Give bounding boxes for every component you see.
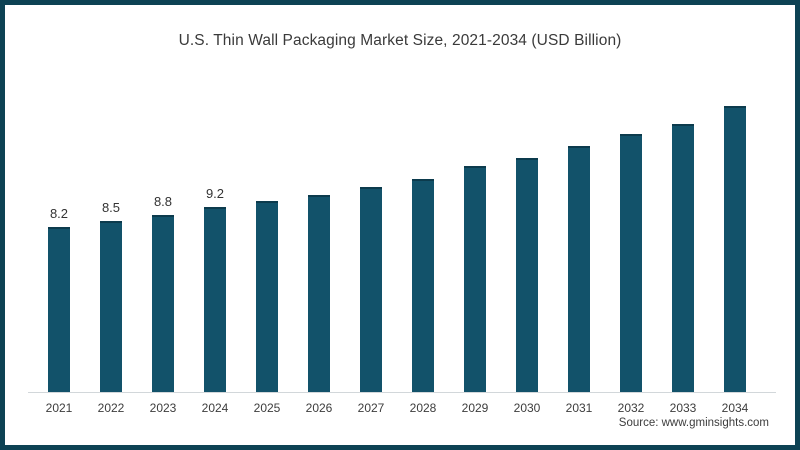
bar-cap (48, 226, 70, 229)
bar-2021 (48, 226, 70, 392)
x-axis-label-2031: 2031 (565, 401, 593, 415)
bar-cap (204, 206, 226, 209)
bar-2029 (464, 166, 486, 392)
bar-cap (308, 194, 330, 197)
bar-2025 (256, 200, 278, 392)
bar-value-label-2021: 8.2 (49, 205, 69, 221)
x-axis-label-2027: 2027 (357, 401, 385, 415)
x-axis-line (28, 392, 776, 393)
x-axis-label-2030: 2030 (513, 401, 541, 415)
bar-2030 (516, 158, 538, 392)
bar-2022 (100, 220, 122, 392)
bar-cap (152, 214, 174, 217)
bar-2026 (308, 194, 330, 392)
bar-2027 (360, 186, 382, 392)
x-axis-label-2025: 2025 (253, 401, 281, 415)
bar-2024 (204, 206, 226, 392)
x-axis-label-2021: 2021 (45, 401, 73, 415)
bar-2032 (620, 134, 642, 392)
chart-title: U.S. Thin Wall Packaging Market Size, 20… (178, 32, 622, 49)
x-axis-label-2032: 2032 (617, 401, 645, 415)
bar-2034 (724, 106, 746, 392)
x-axis-label-2029: 2029 (461, 401, 489, 415)
bar-cap (412, 178, 434, 181)
bar-cap (620, 134, 642, 137)
bar-cap (516, 158, 538, 161)
x-axis-label-2033: 2033 (669, 401, 697, 415)
bar-cap (256, 200, 278, 203)
x-axis-label-2026: 2026 (305, 401, 333, 415)
x-axis-label-2024: 2024 (201, 401, 229, 415)
x-axis-label-2028: 2028 (409, 401, 437, 415)
bar-value-label-2022: 8.5 (101, 199, 121, 215)
x-axis-label-2034: 2034 (721, 401, 749, 415)
bar-cap (100, 220, 122, 223)
chart-canvas: U.S. Thin Wall Packaging Market Size, 20… (9, 9, 791, 441)
bar-cap (360, 186, 382, 189)
x-axis-label-2022: 2022 (97, 401, 125, 415)
plot-area: 8.2 2021 8.5 2022 8.8 2023 9.2 2024 2025 2026 2027… (9, 9, 791, 441)
bar-value-label-2024: 9.2 (205, 185, 225, 201)
x-axis-label-2023: 2023 (149, 401, 177, 415)
bar-2031 (568, 146, 590, 392)
bar-2028 (412, 178, 434, 392)
bar-cap (672, 124, 694, 127)
bar-value-label-2023: 8.8 (153, 193, 173, 209)
bar-2023 (152, 214, 174, 392)
bar-cap (568, 146, 590, 149)
bar-cap (464, 166, 486, 169)
bar-2033 (672, 124, 694, 392)
source-attribution: Source: www.gminsights.com (618, 417, 769, 429)
bar-cap (724, 106, 746, 109)
